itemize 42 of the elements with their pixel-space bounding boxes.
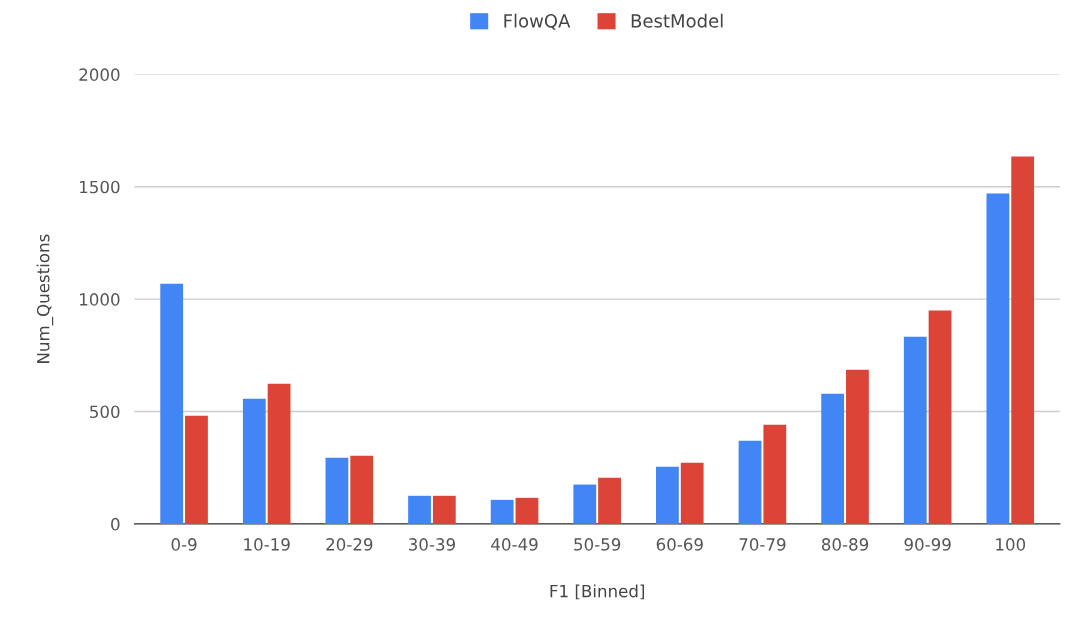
bar [350,455,374,524]
x-tick-label: 0-9 [171,538,197,551]
bar [160,283,184,524]
bar [267,383,291,524]
bar [738,440,762,524]
x-tick-label: 90-99 [904,538,951,551]
y-tick-label: 0 [111,517,120,531]
bar [928,310,952,524]
x-tick-label: 70-79 [739,538,786,551]
bar [185,415,208,524]
bar [680,462,704,524]
y-tick-label: 1000 [80,293,120,306]
bar [573,484,597,524]
bar [821,393,845,524]
y-axis-title: Num_Questions [36,234,54,363]
x-tick-label: 20-29 [326,538,373,551]
y-tick-label: 1500 [80,180,120,194]
bar [903,336,927,524]
x-tick-label: 10-19 [244,538,290,551]
legend-label: FlowQA [504,13,571,30]
y-tick-label: 2000 [79,68,120,81]
x-tick-label: 40-49 [491,538,538,551]
bar [986,193,1010,524]
bar [242,398,266,524]
y-tick-label: 500 [90,405,120,419]
x-tick-label: 50-59 [574,538,621,551]
bar [763,424,787,524]
x-tick-label: 100 [996,538,1026,551]
x-tick-label: 80-89 [821,538,869,551]
x-axis-title: F1 [Binned] [550,584,645,600]
bar [515,497,539,524]
bar [598,477,621,524]
bar [408,495,431,524]
x-tick-label: 30-39 [408,538,455,551]
bar [846,369,869,524]
bar [325,457,349,524]
bar [490,499,514,524]
bar [656,466,679,524]
bar [1011,156,1035,524]
legend-label: BestModel [631,13,723,28]
x-tick-label: 60-69 [656,538,703,551]
bar [432,495,456,524]
